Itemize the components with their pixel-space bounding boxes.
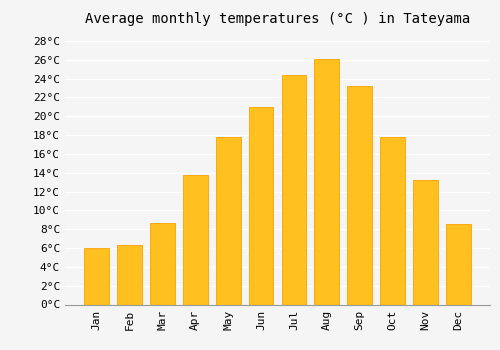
Bar	[314, 59, 339, 304]
Title: Average monthly temperatures (°C ) in Tateyama: Average monthly temperatures (°C ) in Ta…	[85, 12, 470, 26]
Bar	[183, 175, 208, 304]
Bar	[117, 245, 142, 304]
Bar	[380, 137, 405, 304]
Bar	[413, 180, 438, 304]
Bar	[216, 137, 240, 304]
Bar	[248, 107, 274, 304]
Bar	[84, 248, 109, 304]
Bar	[446, 224, 470, 304]
Bar	[348, 86, 372, 304]
Bar	[282, 75, 306, 304]
Bar	[150, 223, 174, 304]
